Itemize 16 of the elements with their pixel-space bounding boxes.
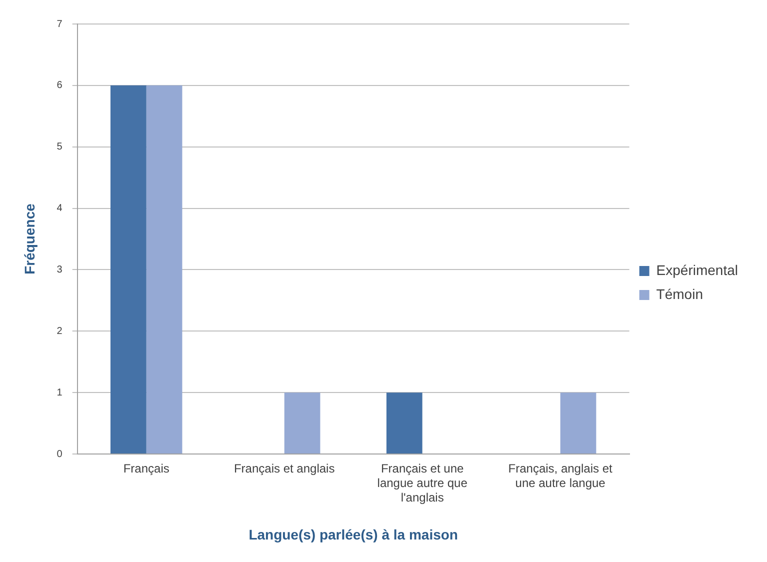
y-tick-label: 2 bbox=[56, 326, 63, 337]
x-tick-label: Français bbox=[123, 462, 170, 476]
y-tick-label: 7 bbox=[56, 18, 63, 30]
y-tick-label: 4 bbox=[56, 203, 63, 214]
y-tick-label: 5 bbox=[56, 142, 63, 153]
x-tick-label: Français, anglais et une autre langue bbox=[508, 462, 613, 490]
x-axis-title: Langue(s) parlée(s) à la maison bbox=[248, 526, 458, 542]
y-tick-label: 3 bbox=[56, 264, 63, 276]
y-tick-label: 6 bbox=[56, 80, 63, 92]
legend-label: Expérimental bbox=[656, 262, 738, 278]
legend-label: Témoin bbox=[656, 286, 703, 302]
x-tick-label: Français et anglais bbox=[234, 462, 335, 476]
y-tick-label: 0 bbox=[56, 448, 63, 460]
y-tick-label: 1 bbox=[56, 387, 63, 398]
y-axis-title: Fréquence bbox=[21, 203, 38, 274]
x-tick-label: Français et une langue autre que l'anglais bbox=[377, 462, 468, 504]
